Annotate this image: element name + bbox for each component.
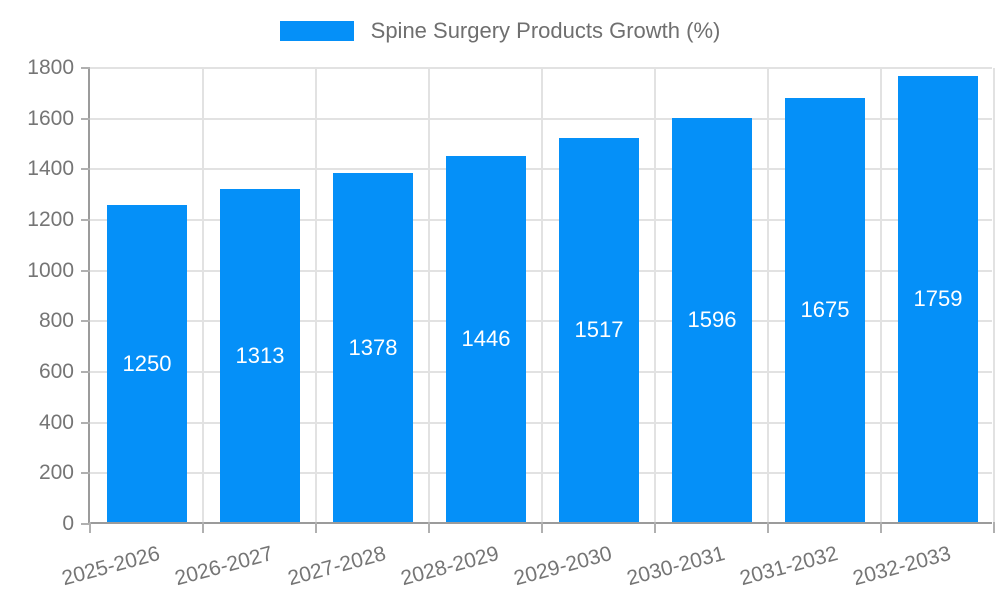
x-axis-tick-label: 2032-2033	[850, 542, 954, 591]
bar[interactable]: 1675	[785, 98, 865, 522]
legend[interactable]: Spine Surgery Products Growth (%)	[0, 18, 1000, 44]
x-tick-mark	[993, 522, 995, 533]
y-tick-mark	[81, 320, 90, 323]
bar[interactable]: 1313	[220, 189, 300, 522]
y-tick-mark	[81, 219, 90, 221]
bar[interactable]: 1250	[107, 205, 187, 522]
gridline-vertical	[880, 68, 882, 522]
bar[interactable]: 1759	[898, 76, 978, 522]
x-tick-mark	[428, 522, 430, 533]
gridline-vertical	[993, 68, 995, 522]
bar[interactable]: 1378	[333, 173, 413, 522]
plot-area: 0 200 400 600 800 1000 1200 1400 1600 1800 1250 202…	[27, 56, 995, 590]
gridline-vertical	[767, 68, 769, 522]
x-tick-mark	[541, 522, 543, 533]
bar[interactable]: 1446	[446, 156, 526, 522]
bar-value-label: 1446	[461, 326, 511, 351]
bar-value-label: 1675	[800, 297, 850, 322]
y-tick-mark	[81, 421, 90, 424]
bar-value-label: 1313	[235, 342, 285, 368]
y-tick-mark	[81, 371, 90, 373]
y-axis-tick-label: 1400	[27, 157, 74, 181]
x-axis-tick-label: 2026-2027	[172, 542, 276, 591]
x-axis-tick-label: 2030-2031	[624, 542, 728, 591]
y-tick-mark	[81, 168, 90, 171]
x-tick-mark	[202, 522, 204, 533]
y-axis-tick-label: 200	[38, 461, 74, 485]
y-tick-mark	[81, 523, 90, 525]
legend-label: Spine Surgery Products Growth (%)	[370, 18, 721, 43]
x-axis-tick-label: 2028-2029	[398, 542, 502, 591]
gridline-vertical	[315, 68, 317, 522]
gridline-vertical	[202, 68, 204, 522]
y-tick-mark	[81, 67, 90, 69]
x-axis-tick-label: 2025-2026	[59, 542, 163, 591]
y-axis-tick-label: 800	[38, 309, 74, 333]
x-tick-mark	[880, 522, 882, 533]
bar-value-label: 1378	[348, 334, 398, 360]
bar-value-label: 1759	[913, 286, 963, 311]
y-axis-tick-label: 600	[38, 360, 74, 383]
y-tick-mark	[81, 117, 90, 120]
gridline-vertical	[654, 68, 656, 522]
bar[interactable]: 1596	[672, 118, 752, 522]
y-axis-tick-label: 1200	[27, 208, 74, 231]
y-axis-tick-label: 1000	[27, 258, 74, 282]
gridline-vertical	[428, 68, 430, 522]
x-axis-tick-label: 2029-2030	[511, 542, 615, 591]
bar[interactable]: 1517	[559, 138, 639, 522]
y-axis-tick-label: 1600	[27, 106, 74, 130]
x-tick-mark	[654, 522, 656, 533]
bar-value-label: 1250	[122, 350, 172, 376]
gridline-vertical	[541, 68, 543, 522]
y-tick-mark	[81, 472, 90, 475]
x-axis-tick-label: 2031-2032	[737, 542, 841, 591]
x-tick-mark	[315, 522, 317, 533]
y-axis-tick-label: 400	[38, 410, 74, 434]
y-axis-tick-label: 1800	[27, 56, 74, 79]
bar-value-label: 1596	[687, 307, 737, 332]
x-tick-mark	[767, 522, 769, 533]
x-tick-mark	[89, 522, 91, 533]
y-tick-mark	[81, 269, 90, 272]
legend-swatch	[279, 21, 354, 41]
bar-value-label: 1517	[574, 317, 624, 342]
x-axis-tick-label: 2027-2028	[285, 542, 389, 591]
y-axis-tick-label: 0	[62, 512, 74, 535]
